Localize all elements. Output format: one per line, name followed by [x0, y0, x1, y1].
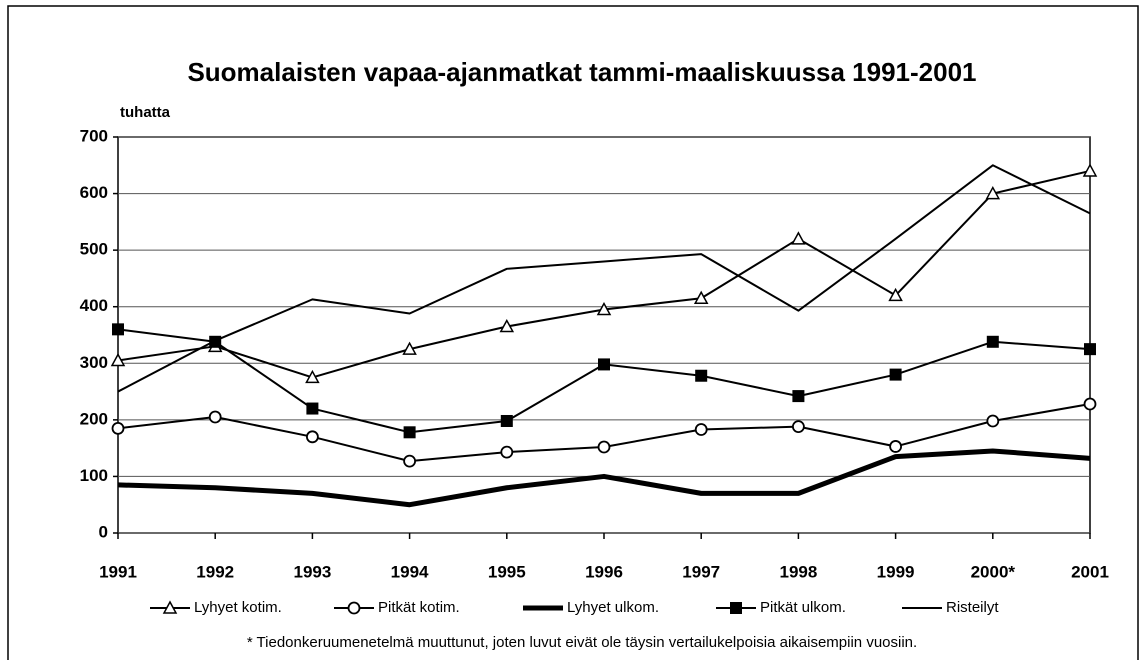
marker	[596, 301, 612, 316]
marker	[1084, 343, 1096, 356]
footnote: * Tiedonkeruumenetelmä muuttunut, joten …	[247, 634, 917, 651]
marker	[402, 341, 417, 355]
x-tick-label: 2000*	[971, 562, 1016, 581]
marker	[500, 414, 513, 427]
x-tick-label: 1993	[293, 562, 331, 581]
marker	[499, 318, 515, 333]
marker	[693, 290, 709, 304]
marker	[694, 423, 708, 436]
marker	[403, 454, 417, 468]
x-tick-label: 1997	[682, 562, 720, 581]
x-tick-label: 1999	[877, 562, 915, 581]
marker	[985, 186, 1001, 200]
marker	[305, 369, 320, 384]
y-tick-label: 300	[80, 353, 108, 372]
series-line	[117, 448, 1091, 508]
marker	[889, 440, 902, 453]
x-tick-label: 1998	[779, 562, 817, 581]
y-tick-label: 100	[80, 466, 108, 485]
legend-label: Lyhyet ulkom.	[567, 599, 659, 616]
x-tick-label: 1995	[488, 562, 526, 581]
legend-label: Lyhyet kotim.	[194, 599, 282, 616]
marker	[791, 231, 806, 245]
marker	[162, 600, 178, 614]
x-tick-label: 1992	[196, 562, 234, 581]
marker	[500, 445, 514, 459]
y-tick-label: 200	[80, 409, 108, 428]
marker	[1083, 397, 1097, 411]
marker	[597, 440, 611, 454]
y-tick-label: 600	[80, 183, 108, 202]
chart-title: Suomalaisten vapaa-ajanmatkat tammi-maal…	[187, 57, 976, 87]
marker	[695, 369, 708, 382]
marker	[730, 602, 742, 614]
x-tick-label: 2001	[1071, 562, 1109, 581]
marker	[792, 390, 805, 403]
marker	[110, 352, 126, 367]
marker	[403, 426, 416, 439]
marker	[208, 410, 222, 424]
x-tick-label: 1994	[391, 562, 429, 581]
marker	[792, 420, 805, 434]
y-axis-label: tuhatta	[120, 104, 171, 121]
y-tick-label: 500	[80, 240, 108, 259]
series-line	[117, 164, 1091, 393]
marker	[1082, 163, 1098, 177]
x-tick-label: 1996	[585, 562, 623, 581]
legend-label: Risteilyt	[946, 599, 999, 616]
y-tick-label: 400	[80, 296, 108, 315]
y-tick-label: 0	[99, 522, 108, 541]
marker	[598, 358, 610, 371]
marker	[111, 421, 125, 435]
y-tick-label: 700	[80, 126, 108, 145]
marker	[306, 402, 319, 415]
legend-label: Pitkät ulkom.	[760, 599, 846, 616]
legend-label: Pitkät kotim.	[378, 599, 460, 616]
marker	[889, 368, 902, 381]
marker	[888, 287, 903, 302]
x-tick-label: 1991	[99, 562, 137, 581]
marker	[305, 430, 319, 444]
plot-area	[117, 136, 1091, 534]
marker	[112, 323, 124, 336]
marker	[986, 414, 1000, 428]
marker	[986, 335, 999, 348]
marker	[347, 601, 361, 615]
